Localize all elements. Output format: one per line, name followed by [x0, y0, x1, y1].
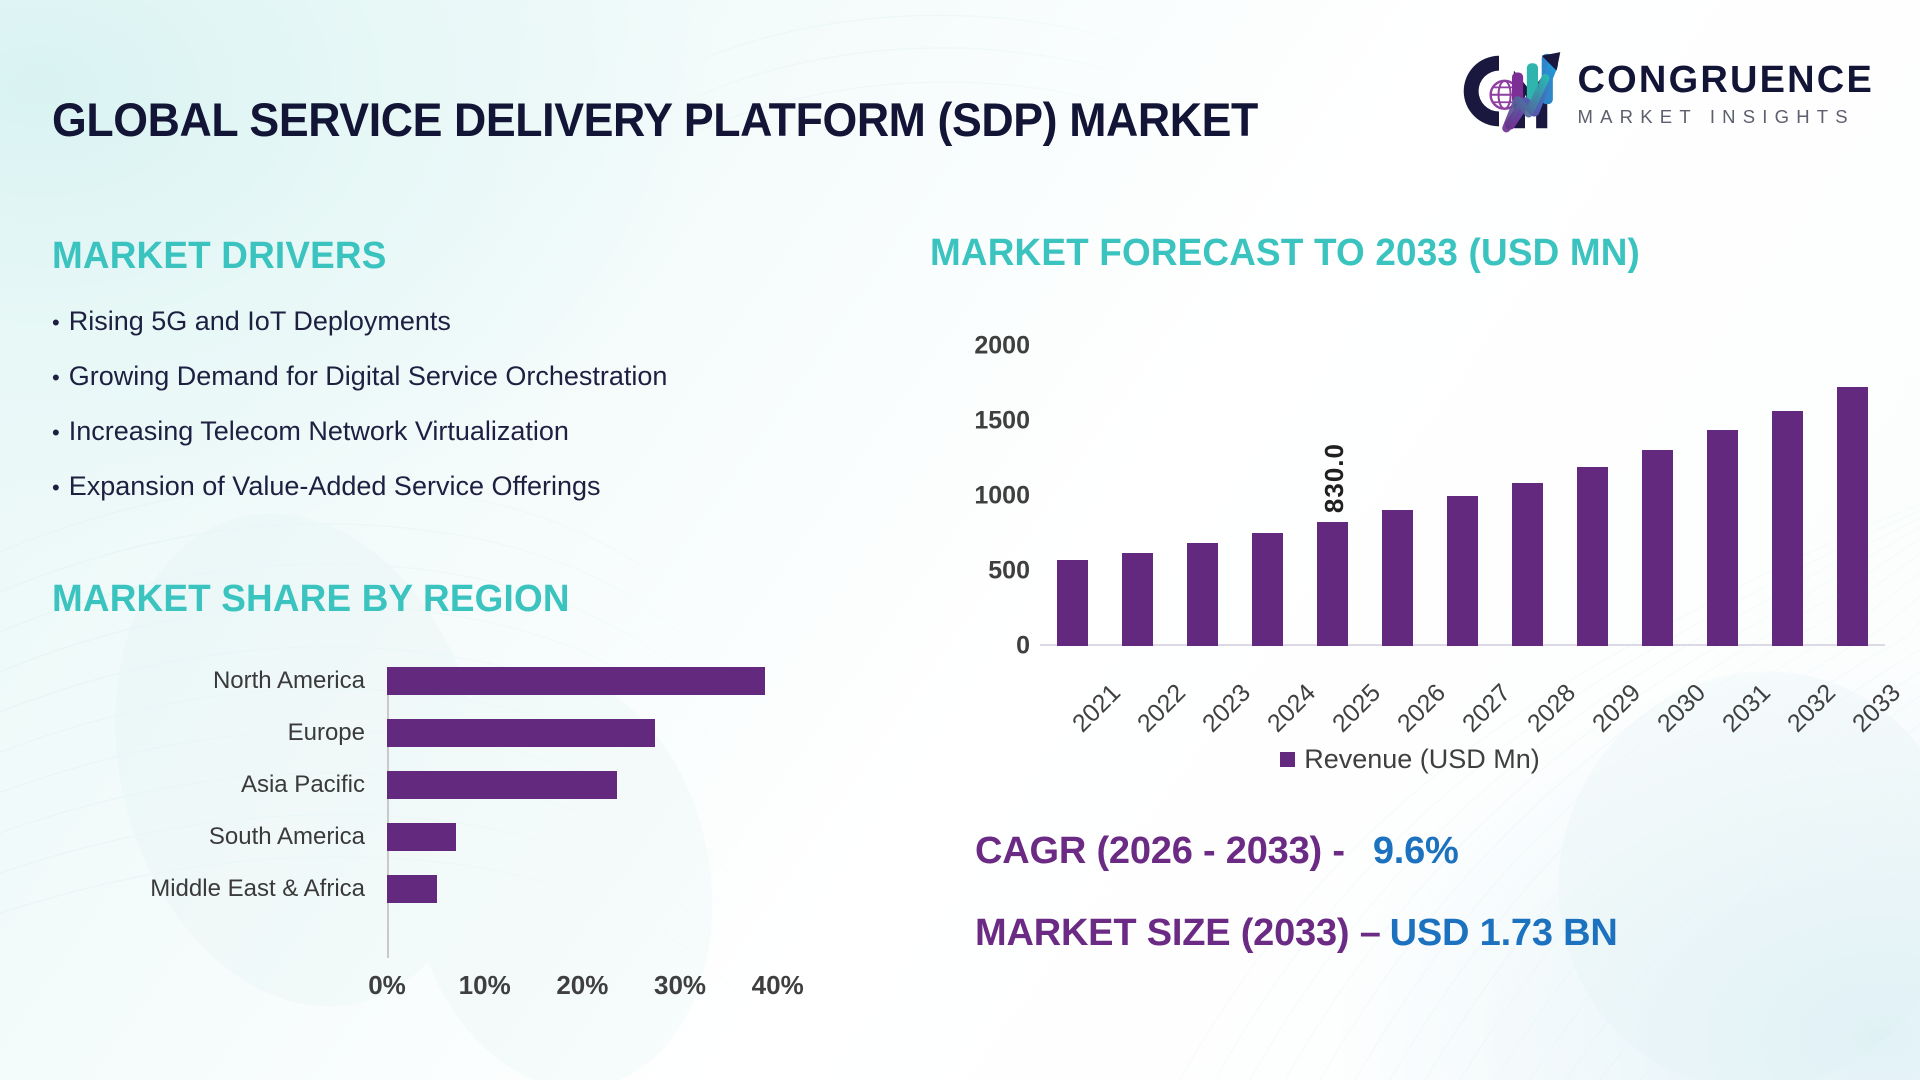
region-axis-tick: 30% [653, 970, 707, 1000]
list-item: • Rising 5G and IoT Deployments [52, 308, 952, 335]
cagr-label: CAGR (2026 - 2033) - [975, 830, 1345, 872]
bullet-icon: • [52, 310, 60, 335]
forecast-data-label: 830.0 [1318, 443, 1349, 514]
forecast-x-tick: 2031 [1716, 678, 1776, 738]
market-drivers-section: MARKET DRIVERS • Rising 5G and IoT Deplo… [52, 235, 952, 528]
logo-tagline: MARKET INSIGHTS [1577, 106, 1855, 128]
forecast-bar [1381, 509, 1414, 646]
region-label: North America [212, 667, 365, 694]
brand-logo[interactable]: CONGRUENCE MARKET INSIGHTS [1460, 46, 1874, 138]
forecast-x-tick: 2032 [1781, 678, 1841, 738]
forecast-x-tick: 2033 [1846, 678, 1906, 738]
forecast-y-tick: 0 [1016, 631, 1030, 660]
bullet-icon: • [52, 475, 60, 500]
bullet-icon: • [52, 420, 60, 445]
forecast-x-tick: 2023 [1196, 678, 1256, 738]
region-bar-track [387, 710, 807, 756]
forecast-x-tick: 2028 [1521, 678, 1581, 738]
page-title: GLOBAL SERVICE DELIVERY PLATFORM (SDP) M… [52, 93, 1258, 146]
key-stats-section: CAGR (2026 - 2033) - 9.6% MARKET SIZE (2… [975, 830, 1895, 955]
forecast-x-tick: 2030 [1651, 678, 1711, 738]
region-axis-tick: 0% [368, 970, 406, 1000]
market-size-label: MARKET SIZE (2033) – [975, 912, 1381, 954]
region-axis-tick: 10% [458, 970, 511, 1000]
forecast-y-tick: 2000 [974, 331, 1030, 360]
forecast-bar [1706, 430, 1739, 646]
region-bar [387, 667, 765, 695]
forecast-bars: 830.0 [1040, 346, 1885, 646]
forecast-x-tick: 2024 [1261, 678, 1321, 738]
header: GLOBAL SERVICE DELIVERY PLATFORM (SDP) M… [0, 0, 1920, 190]
list-item: • Expansion of Value-Added Service Offer… [52, 473, 952, 500]
forecast-bar [1641, 450, 1674, 646]
region-label: Asia Pacific [240, 771, 365, 798]
forecast-bar [1121, 552, 1154, 646]
region-axis-tick: 20% [556, 970, 609, 1000]
bullet-icon: • [52, 365, 60, 390]
cm-globe-growth-chart-logo-icon [1463, 52, 1560, 133]
forecast-y-tick: 500 [988, 556, 1030, 585]
market-drivers-list: • Rising 5G and IoT Deployments • Growin… [52, 308, 952, 500]
market-forecast-section: MARKET FORECAST TO 2033 (USD MN) 0 500 100… [930, 232, 1906, 774]
forecast-legend: Revenue (USD Mn) [930, 744, 1890, 775]
region-bar-track [387, 866, 807, 912]
forecast-x-tick: 2029 [1586, 678, 1646, 738]
forecast-bar [1836, 386, 1869, 646]
region-label: Europe [287, 719, 365, 746]
forecast-bar [1186, 542, 1219, 646]
market-size-stat: MARKET SIZE (2033) – USD 1.73 BN [975, 912, 1895, 955]
market-share-by-region-section: MARKET SHARE BY REGION North America Euro… [52, 578, 882, 1000]
forecast-y-tick: 1000 [974, 481, 1030, 510]
region-bar-track [387, 814, 807, 860]
region-bar-track [387, 658, 807, 704]
forecast-y-tick: 1500 [974, 406, 1030, 435]
forecast-x-tick: 2027 [1456, 678, 1516, 738]
region-axis-tick: 40% [751, 970, 804, 1000]
forecast-bar [1056, 560, 1089, 646]
region-bar [387, 875, 437, 903]
forecast-bar [1251, 532, 1284, 646]
market-share-heading: MARKET SHARE BY REGION [52, 578, 570, 620]
forecast-x-tick: 2022 [1131, 678, 1191, 738]
forecast-bar-chart: 0 500 1000 1500 2000 830.0 2021 2022 2023 2024 2… [930, 294, 1905, 738]
market-forecast-heading: MARKET FORECAST TO 2033 (USD MN) [930, 232, 1641, 274]
cagr-stat: CAGR (2026 - 2033) - 9.6% [975, 830, 1895, 873]
region-bar-row: Asia Pacific [52, 762, 807, 808]
region-bar [387, 771, 617, 799]
region-bar-row: South America [52, 814, 807, 860]
region-label: Middle East & Africa [150, 875, 365, 902]
forecast-x-tick: 2025 [1326, 678, 1386, 738]
forecast-bar [1771, 410, 1804, 646]
forecast-x-tick: 2026 [1391, 678, 1451, 738]
region-bar-chart: North America Europe Asia Pacific South Ame… [52, 640, 882, 1000]
logo-company-name: CONGRUENCE [1577, 59, 1874, 102]
forecast-bar [1316, 521, 1349, 646]
market-drivers-heading: MARKET DRIVERS [52, 235, 387, 277]
region-bar [387, 823, 457, 851]
list-item: • Increasing Telecom Network Virtualizat… [52, 418, 952, 445]
driver-text: Expansion of Value-Added Service Offerin… [68, 471, 601, 501]
region-bar-row: Europe [52, 710, 807, 756]
region-bar-row: Middle East & Africa [52, 866, 807, 912]
driver-text: Increasing Telecom Network Virtualizatio… [68, 416, 569, 446]
region-label: South America [208, 823, 365, 850]
market-size-value: USD 1.73 BN [1389, 912, 1618, 954]
region-bar [387, 719, 655, 747]
list-item: • Growing Demand for Digital Service Orc… [52, 363, 952, 390]
driver-text: Rising 5G and IoT Deployments [68, 306, 451, 336]
forecast-bar [1576, 466, 1609, 646]
cagr-value: 9.6% [1372, 830, 1459, 872]
legend-swatch-icon [1280, 752, 1296, 767]
driver-text: Growing Demand for Digital Service Orche… [68, 361, 668, 391]
forecast-bar [1511, 482, 1544, 646]
region-bar-track [387, 762, 807, 808]
legend-label: Revenue (USD Mn) [1304, 744, 1540, 774]
logo-wordmark: CONGRUENCE MARKET INSIGHTS [1578, 57, 1874, 127]
forecast-x-tick: 2021 [1066, 678, 1126, 738]
forecast-bar [1446, 496, 1479, 646]
region-bar-row: North America [52, 658, 807, 704]
